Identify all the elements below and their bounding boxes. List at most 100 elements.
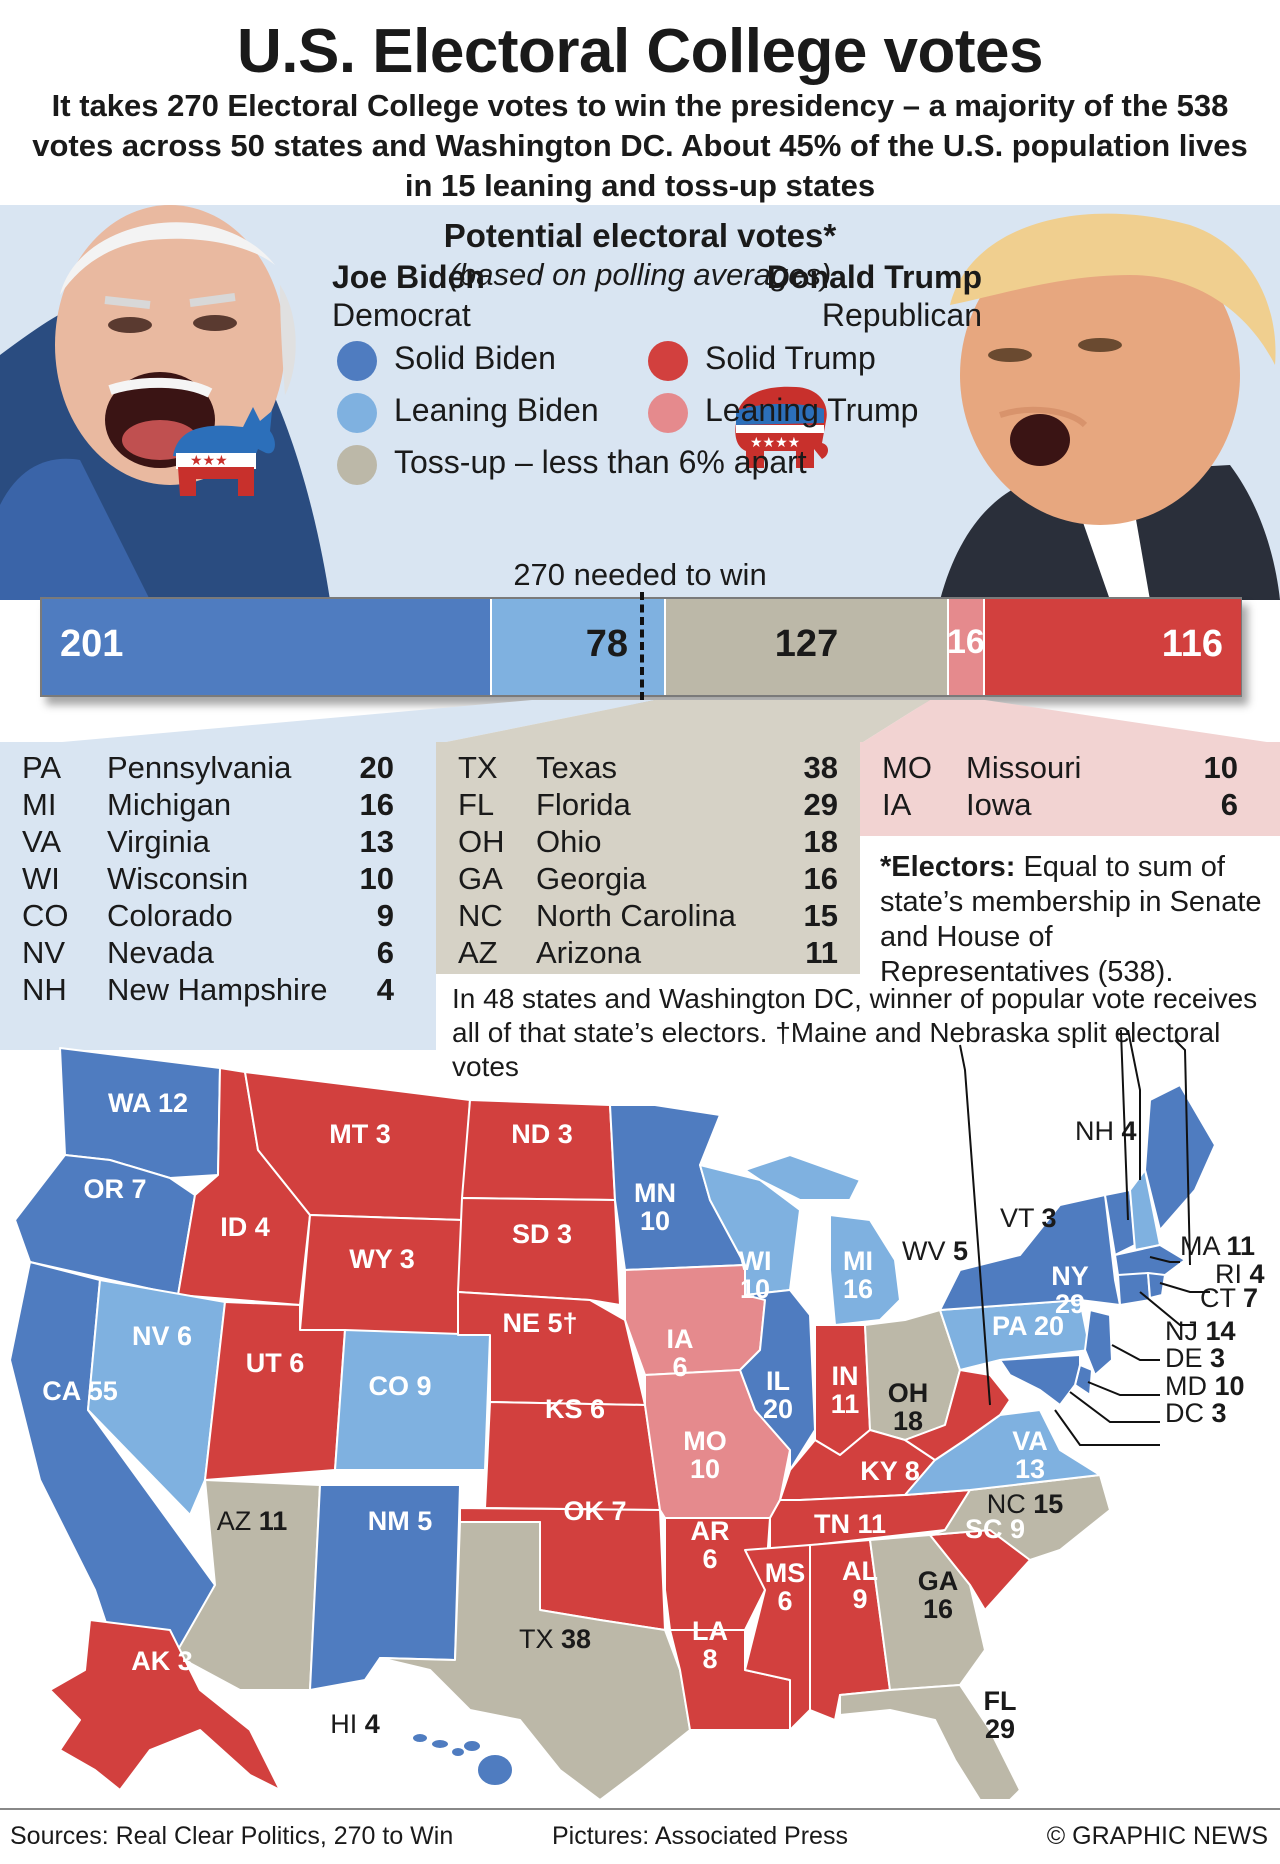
legend-swatch <box>337 341 377 381</box>
map-state-label: 6 <box>702 1544 717 1574</box>
state-votes: 6 <box>376 935 394 970</box>
democratic-donkey-icon: ★★★ <box>173 407 275 496</box>
bar-segment: 78 <box>490 599 664 695</box>
map-state-label: 20 <box>763 1394 793 1424</box>
state-votes: 16 <box>803 861 838 896</box>
legend-label: Toss-up – less than 6% apart <box>394 444 807 480</box>
map-state-label: 6 <box>777 1586 792 1616</box>
electors-note-heading: *Electors: <box>880 851 1016 883</box>
bar-segment-label: 116 <box>1161 623 1223 665</box>
republican-elephant-icon: ★★★★ <box>735 386 828 468</box>
state-abbr: MI <box>22 787 57 822</box>
majority-line <box>640 592 644 700</box>
table-row: NV Nevada 6 <box>0 935 436 972</box>
map-state-label: OH <box>888 1378 929 1408</box>
trump-portrait <box>940 213 1280 600</box>
map-state-label: MO <box>683 1426 727 1456</box>
table-row: VA Virginia 13 <box>0 824 436 861</box>
map-state-label: TX 38 <box>519 1624 591 1654</box>
state-name: Ohio <box>536 824 602 859</box>
state-name: Georgia <box>536 861 647 896</box>
table-row: TX Texas 38 <box>436 750 860 787</box>
map-state-label: 9 <box>852 1584 867 1614</box>
map-state-label: IL <box>766 1366 790 1396</box>
bar-segment: 127 <box>664 599 947 695</box>
legend-label: Leaning Biden <box>394 392 599 428</box>
state-abbr: TX <box>458 750 498 785</box>
map-state-label: HI 4 <box>330 1709 380 1739</box>
state-abbr: OH <box>458 824 505 859</box>
legend-panel: ★★★ ★★★★ Potential electoral votes* (bas… <box>0 205 1280 600</box>
state-name: Colorado <box>107 898 233 933</box>
map-state-label: IA <box>667 1324 694 1354</box>
legend-label: Solid Biden <box>394 340 556 376</box>
state-votes: 29 <box>803 787 838 822</box>
bar-segment-label: 127 <box>774 623 839 665</box>
state-votes: 11 <box>805 935 838 970</box>
state-votes: 18 <box>803 824 838 859</box>
legend-swatch <box>648 393 688 433</box>
graphic-news-credit: © GRAPHIC NEWS <box>1046 1822 1268 1850</box>
map-state-label: 18 <box>893 1406 923 1436</box>
state-name: New Hampshire <box>107 972 328 1007</box>
state-name: Michigan <box>107 787 232 822</box>
legend-label: Leaning Trump <box>705 392 919 428</box>
state-FL <box>839 1684 1021 1800</box>
trump-party: Republican <box>821 297 982 333</box>
state-votes: 20 <box>359 750 394 785</box>
legend-subtitle: (based on polling averages) <box>448 257 832 292</box>
map-state-label: 10 <box>740 1274 770 1304</box>
svg-text:★★★★: ★★★★ <box>750 435 800 451</box>
table-row: NC North Carolina 15 <box>436 898 860 935</box>
table-row: MO Missouri 10 <box>860 750 1280 787</box>
table-row: NH New Hampshire 4 <box>0 972 436 1009</box>
state-MI-UP <box>744 1154 861 1201</box>
map-state-label: 29 <box>1055 1289 1085 1319</box>
table-row: CO Colorado 9 <box>0 898 436 935</box>
map-callout-label: NJ 14 <box>1165 1316 1236 1346</box>
page-title: U.S. Electoral College votes <box>236 17 1044 86</box>
table-row: GA Georgia 16 <box>436 861 860 898</box>
map-state-label: ND 3 <box>511 1119 573 1149</box>
electors-note-body: Equal to sum of state’s membership in Se… <box>880 851 1262 988</box>
state-votes: 4 <box>376 972 394 1007</box>
state-WV <box>904 1369 1011 1461</box>
map-state-label: WY 3 <box>349 1244 415 1274</box>
winner-note: In 48 states and Washington DC, winner o… <box>452 983 1258 1082</box>
map-state-label: KS 6 <box>545 1394 605 1424</box>
state-name: Texas <box>536 750 617 785</box>
state-abbr: IA <box>882 787 912 822</box>
state-abbr: VA <box>22 824 62 859</box>
biden-party: Democrat <box>332 297 471 333</box>
map-state-label: MN <box>634 1178 676 1208</box>
state-name: North Carolina <box>536 898 736 933</box>
state-abbr: MO <box>882 750 932 785</box>
map-state-label: 10 <box>640 1206 670 1236</box>
state-RI <box>1147 1272 1166 1299</box>
table-row: OH Ohio 18 <box>436 824 860 861</box>
map-state-label: NE 5† <box>502 1308 577 1338</box>
map-labels: WA 12 OR 7 CA 55 ID 4 NV 6 MT 3 WY 3 UT 6 CO 9 AZ… <box>42 1088 1264 1744</box>
map-state-label: CA 55 <box>42 1376 118 1406</box>
map-callout-label: RI 4 <box>1215 1259 1265 1289</box>
bar-segment-label: 201 <box>60 623 124 665</box>
state-abbr: GA <box>458 861 503 896</box>
state-votes: 13 <box>359 824 394 859</box>
table-row: AZ Arizona 11 <box>436 935 860 972</box>
map-callout-label: CT 7 <box>1200 1283 1258 1313</box>
map-state-label: VA <box>1012 1426 1048 1456</box>
page-subtitle: It takes 270 Electoral College votes to … <box>32 88 1248 203</box>
state-abbr: NH <box>22 972 67 1007</box>
svg-text:★★★: ★★★ <box>190 453 228 469</box>
legend-swatch <box>337 445 377 485</box>
map-state-label: AR <box>691 1516 730 1546</box>
state-name: Wisconsin <box>107 861 249 896</box>
map-state-label: 6 <box>672 1352 687 1382</box>
map-callout-label: MA 11 <box>1180 1231 1255 1261</box>
state-WY <box>299 1214 463 1336</box>
bar-segment: 116 <box>983 599 1241 695</box>
map-state-label: NC 15 <box>987 1489 1064 1519</box>
map-state-label: NM 5 <box>368 1506 433 1536</box>
table-row: FL Florida 29 <box>436 787 860 824</box>
